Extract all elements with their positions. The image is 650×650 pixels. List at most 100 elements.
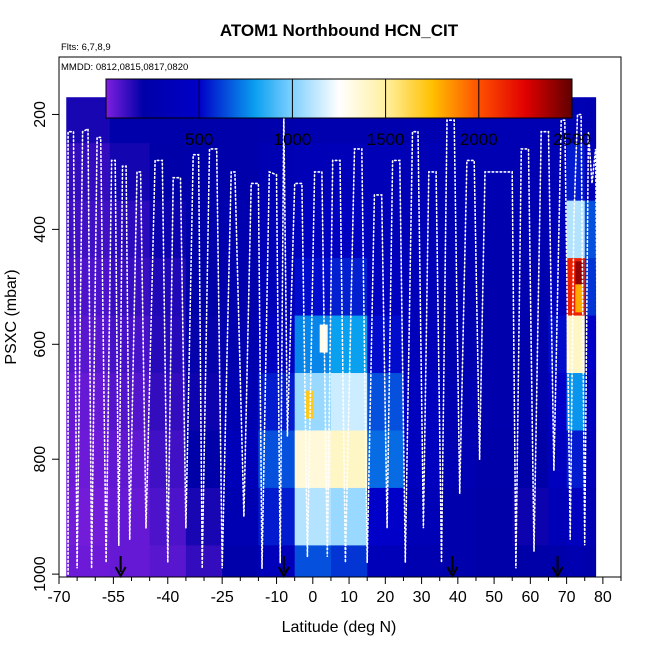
- heatmap-cell: [149, 315, 187, 374]
- heatmap-cells: [66, 97, 597, 577]
- heatmap-cell: [512, 487, 549, 546]
- flight-marker-arrow: [277, 556, 290, 579]
- x-tick-label: -25: [211, 589, 234, 606]
- heatmap-cell: [330, 545, 368, 577]
- heatmap-cell: [584, 97, 597, 144]
- y-tick-label: 800: [32, 446, 49, 473]
- heatmap-cell: [66, 258, 111, 317]
- heatmap-cell: [548, 487, 568, 546]
- heatmap-cell: [330, 200, 368, 259]
- x-tick-label: -70: [47, 589, 70, 606]
- heatmap-cell: [403, 487, 441, 546]
- flight-track-line: [67, 113, 601, 575]
- heatmap-cell: [548, 143, 568, 202]
- flight-track: [67, 113, 601, 575]
- flights-subtitle: Flts: 6,7,8,9: [61, 42, 111, 53]
- heatmap-cell: [294, 143, 332, 202]
- heatmap-cell: [403, 545, 441, 577]
- colorbar-label-500: 500: [185, 130, 213, 149]
- heatmap-cell: [222, 487, 259, 546]
- heatmap-cell: [512, 373, 549, 431]
- plot-frame: [58, 56, 622, 578]
- heatmap-cell: [548, 200, 568, 259]
- dates-subtitle: MMDD: 0812,0815,0817,0820: [61, 62, 188, 73]
- heatmap-hotspot: [319, 324, 328, 353]
- heatmap-cell: [475, 545, 513, 577]
- y-axis: 200 400 600 800 1000: [32, 101, 59, 592]
- heatmap-cell: [222, 430, 259, 489]
- flight-marker-arrows: [114, 556, 564, 579]
- colorbar-label-2500: 2500: [553, 130, 591, 149]
- heatmap-cell: [548, 373, 568, 431]
- x-tick-label: 70: [558, 589, 576, 606]
- heatmap-cell: [584, 373, 597, 431]
- heatmap-cell: [66, 143, 111, 202]
- y-axis-label: PSXC (mbar): [3, 269, 20, 364]
- x-tick-label: 10: [340, 589, 358, 606]
- heatmap-cell: [258, 545, 296, 577]
- heatmap-cell: [149, 430, 187, 489]
- heatmap-cell: [185, 487, 223, 546]
- flight-marker-arrow: [446, 556, 459, 579]
- heatmap-cell: [294, 545, 332, 577]
- heatmap-cell: [439, 143, 477, 202]
- heatmap-cell: [512, 143, 549, 202]
- heatmap-cell: [66, 373, 111, 431]
- flight-marker-arrow: [114, 556, 127, 579]
- heatmap-cell: [439, 545, 477, 577]
- x-tick-label: 60: [521, 589, 539, 606]
- heatmap-cell: [548, 258, 568, 317]
- heatmap-cell: [403, 200, 441, 259]
- heatmap-cell: [149, 258, 187, 317]
- heatmap-cell: [475, 430, 513, 489]
- heatmap-cell: [566, 545, 586, 577]
- x-tick-label: 20: [376, 589, 394, 606]
- heatmap-cell: [584, 143, 597, 202]
- heatmap-cell: [222, 545, 259, 577]
- y-tick-label: 1000: [32, 556, 49, 592]
- heatmap-cell: [548, 315, 568, 374]
- heatmap-cell: [367, 315, 404, 374]
- heatmap-cell: [330, 258, 368, 317]
- heatmap-cell: [403, 143, 441, 202]
- chart-title: ATOM1 Northbound HCN_CIT: [220, 21, 459, 40]
- heatmap-cell: [258, 200, 296, 259]
- heatmap-cell: [109, 315, 151, 374]
- x-tick-label: -10: [265, 589, 288, 606]
- heatmap-cell: [185, 545, 223, 577]
- heatmap-cell: [584, 200, 597, 259]
- colorbar: 500 1000 1500 2000 2500: [105, 78, 591, 149]
- heatmap-hotspot: [575, 284, 584, 313]
- heatmap-hotspot: [305, 390, 314, 419]
- heatmap-cell: [109, 258, 151, 317]
- heatmap-cell: [109, 430, 151, 489]
- flight-marker-arrow: [551, 556, 564, 579]
- heatmap-cell: [584, 258, 597, 317]
- x-tick-label: -40: [156, 589, 179, 606]
- x-tick-label: 80: [594, 589, 612, 606]
- x-tick-label: 0: [308, 589, 317, 606]
- heatmap-cell: [475, 373, 513, 431]
- heatmap-cell: [222, 200, 259, 259]
- x-tick-label: 50: [485, 589, 503, 606]
- x-axis-label: Latitude (deg N): [282, 619, 397, 636]
- heatmap-cell: [66, 430, 111, 489]
- heatmap-cell: [475, 258, 513, 317]
- heatmap-cell: [367, 487, 404, 546]
- colorbar-label-1500: 1500: [367, 130, 405, 149]
- heatmap-cell: [566, 200, 586, 259]
- heatmap-cell: [367, 200, 404, 259]
- heatmap-hotspot: [575, 261, 584, 290]
- heatmap-cell: [439, 487, 477, 546]
- heatmap-cell: [222, 143, 259, 202]
- heatmap-cell: [149, 373, 187, 431]
- heatmap-cell: [584, 315, 597, 374]
- x-tick-label: -55: [102, 589, 125, 606]
- heatmap-cell: [367, 545, 404, 577]
- heatmap-cell: [512, 430, 549, 489]
- heatmap-cell: [566, 487, 586, 546]
- heatmap-cell: [584, 545, 597, 577]
- heatmap-cell: [512, 545, 549, 577]
- heatmap-cell: [330, 430, 368, 489]
